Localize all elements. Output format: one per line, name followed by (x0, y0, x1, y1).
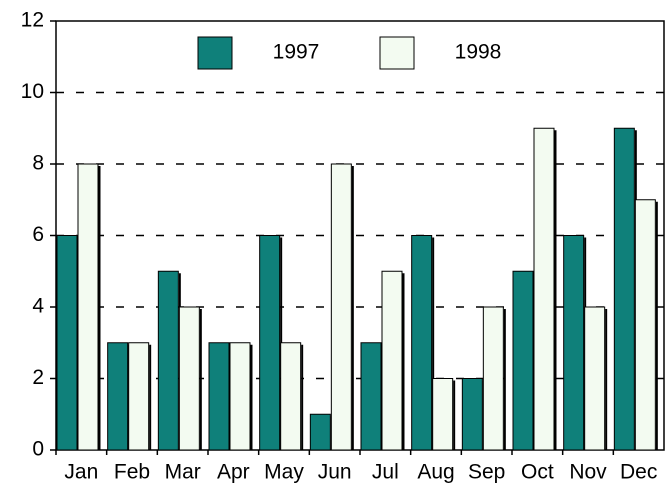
bar (330, 163, 352, 451)
legend-label: 1997 (273, 41, 320, 64)
y-tick-label: 4 (32, 295, 44, 318)
x-tick-label: Dec (620, 461, 657, 484)
x-tick-label: Apr (217, 461, 250, 484)
bar (381, 270, 403, 451)
bar (107, 342, 129, 451)
y-tick-label: 2 (32, 366, 44, 389)
x-tick-label: Jul (372, 461, 399, 484)
x-tick-label: Oct (521, 461, 554, 484)
x-tick-label: Jun (318, 461, 352, 484)
bar (634, 199, 656, 451)
bar (56, 235, 78, 451)
y-tick-label: 12 (21, 9, 44, 32)
x-tick-label: Sep (468, 461, 505, 484)
bar (461, 378, 483, 451)
x-tick-label: Mar (165, 461, 201, 484)
bar (563, 235, 585, 451)
x-tick-label: Feb (114, 461, 150, 484)
bar (432, 378, 454, 451)
bar (178, 306, 200, 451)
x-tick-label: Aug (417, 461, 454, 484)
legend-swatch (197, 36, 233, 70)
legend-swatch (379, 36, 415, 70)
bar (208, 342, 230, 451)
bar (280, 342, 302, 451)
y-tick-label: 0 (32, 438, 44, 461)
bar (613, 127, 635, 451)
y-tick-label: 6 (32, 223, 44, 246)
bar (77, 163, 99, 451)
bar (512, 270, 534, 451)
bar (229, 342, 251, 451)
x-tick-label: Jan (64, 461, 98, 484)
bar (584, 306, 606, 451)
x-tick-label: Nov (569, 461, 607, 484)
bar (309, 413, 331, 451)
x-tick-label: May (264, 461, 304, 484)
bar (259, 235, 281, 451)
y-tick-label: 10 (21, 80, 44, 103)
y-tick-label: 8 (32, 152, 44, 175)
bar (360, 342, 382, 451)
bar (157, 270, 179, 451)
bar (128, 342, 150, 451)
legend-label: 1998 (455, 41, 502, 64)
bar (482, 306, 504, 451)
bar (411, 235, 433, 451)
bar (533, 127, 555, 451)
